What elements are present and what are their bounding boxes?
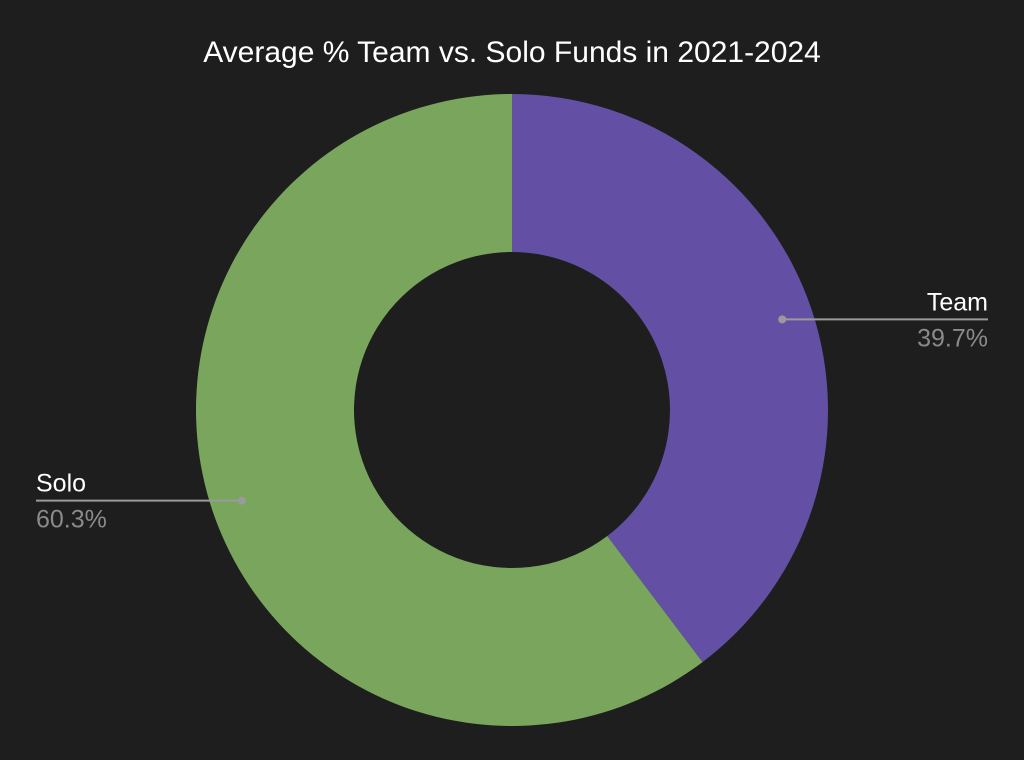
slice-label-solo: Solo: [36, 470, 86, 498]
leader-dot-solo: [237, 496, 246, 505]
slice-solo: [196, 94, 703, 726]
slice-label-team: Team: [927, 288, 988, 316]
slice-value-solo: 60.3%: [36, 506, 107, 534]
chart-title: Average % Team vs. Solo Funds in 2021-20…: [203, 36, 821, 69]
slice-value-team: 39.7%: [917, 324, 988, 352]
leader-dot-team: [778, 315, 787, 324]
slice-labels: Team 39.7% Solo 60.3%: [36, 288, 988, 534]
donut-slices: [196, 94, 828, 726]
slice-team: [512, 94, 828, 663]
